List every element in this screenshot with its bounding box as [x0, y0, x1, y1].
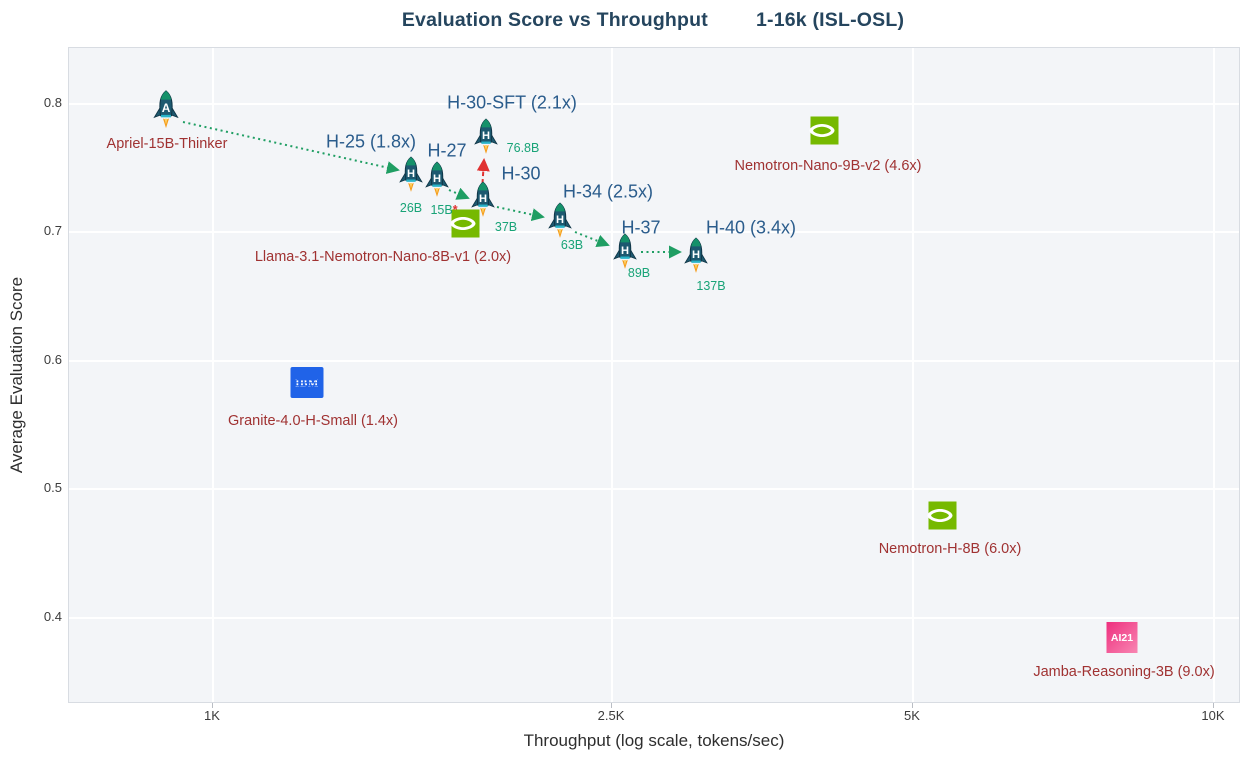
plot-area [68, 47, 1240, 703]
point-h34: H [546, 202, 575, 244]
param-size-label: 137B [696, 279, 726, 293]
x-gridline [1213, 48, 1215, 702]
model-name-label: Llama-3.1-Nemotron-Nano-8B-v1 (2.0x) [254, 249, 512, 265]
x-tick-mark [611, 703, 612, 708]
point-apriel: A [151, 90, 182, 135]
point-nano9b [807, 115, 840, 152]
point-h30sft: H [472, 118, 501, 160]
x-gridline [611, 48, 613, 702]
y-gridline [69, 617, 1239, 619]
rocket-icon: H [471, 181, 495, 217]
y-gridline [69, 488, 1239, 490]
rocket-icon: H [425, 161, 449, 197]
svg-text:H: H [433, 173, 441, 185]
y-tick-label: 0.7 [43, 223, 62, 238]
param-size-label: 89B [627, 266, 651, 280]
svg-text:H: H [482, 130, 490, 142]
point-granite: IBM [290, 367, 324, 403]
param-size-label: 37B [494, 220, 518, 234]
x-tick-label: 5K [904, 708, 920, 723]
param-size-label: 26B [399, 201, 423, 215]
trend-arrow [182, 121, 400, 174]
chart-title-range: 1-16k (ISL-OSL) [755, 9, 905, 31]
x-tick-label: 10K [1201, 708, 1225, 723]
x-gridline [212, 48, 214, 702]
x-tick-mark [212, 703, 213, 708]
model-name-label: Jamba-Reasoning-3B (9.0x) [1033, 664, 1215, 680]
y-tick-label: 0.5 [43, 480, 62, 495]
point-h30: H [469, 181, 498, 223]
model-name-label: H-30-SFT (2.1x) [447, 92, 577, 113]
chart-title-main: Evaluation Score vs Throughput [401, 9, 708, 31]
y-gridline [69, 231, 1239, 233]
point-h25: H [397, 156, 426, 198]
x-tick-mark [912, 703, 913, 708]
rocket-icon: H [613, 233, 637, 269]
nvidia-logo-icon [450, 209, 480, 238]
x-tick-mark [1213, 703, 1214, 708]
y-tick-label: 0.4 [43, 609, 62, 624]
ibm-logo-icon: IBM [290, 367, 324, 398]
x-axis-label: Throughput (log scale, tokens/sec) [523, 731, 785, 750]
footnote-star: * [452, 203, 458, 217]
trend-arrow [574, 231, 610, 247]
rocket-icon: H [474, 118, 498, 154]
trend-arrow [496, 206, 545, 222]
model-name-label: Nemotron-H-8B (6.0x) [878, 541, 1022, 557]
model-name-label: H-40 (3.4x) [705, 217, 797, 238]
y-tick-label: 0.6 [43, 352, 62, 367]
model-name-label: Nemotron-Nano-9B-v2 (4.6x) [734, 158, 922, 174]
model-name-label: H-37 [621, 217, 661, 238]
model-name-label: Granite-4.0-H-Small (1.4x) [227, 413, 399, 429]
svg-text:A: A [162, 101, 171, 115]
y-gridline [69, 103, 1239, 105]
rocket-icon: H [548, 202, 572, 238]
nvidia-logo-icon [927, 501, 957, 530]
point-h8b [925, 500, 958, 537]
svg-text:H: H [479, 193, 487, 205]
point-h40: H [682, 237, 711, 279]
point-jamba: AI21 [1106, 622, 1138, 658]
sft-uplift-arrow [476, 158, 490, 192]
svg-text:H: H [621, 245, 629, 257]
point-h37: H [611, 233, 640, 275]
nvidia-logo-icon [809, 116, 839, 145]
model-name-label: H-30 [501, 163, 541, 184]
param-size-label: 76.8B [506, 141, 540, 155]
rocket-icon: H [399, 156, 423, 192]
rocket-icon: H [684, 237, 708, 273]
svg-text:H: H [407, 168, 415, 180]
param-size-label: 63B [560, 238, 584, 252]
model-name-label: H-34 (2.5x) [562, 181, 654, 202]
chart-title: Evaluation Score vs Throughput 1-16k (IS… [402, 9, 904, 32]
point-llama [448, 208, 481, 245]
y-tick-label: 0.8 [43, 95, 62, 110]
y-gridline [69, 360, 1239, 362]
x-tick-label: 2.5K [597, 708, 625, 723]
param-size-label: 15B* [430, 203, 458, 217]
point-h27: H [423, 161, 452, 203]
model-name-label: H-27 [427, 140, 467, 161]
ai21-logo-icon: AI21 [1106, 622, 1138, 653]
model-name-label: H-25 (1.8x) [325, 131, 417, 152]
svg-text:H: H [692, 249, 700, 261]
svg-text:AI21: AI21 [1111, 632, 1133, 644]
rocket-icon: A [153, 90, 179, 129]
x-tick-label: 1K [204, 708, 220, 723]
svg-text:IBM: IBM [295, 378, 319, 390]
svg-text:H: H [556, 214, 564, 226]
model-name-label: Apriel-15B-Thinker [106, 136, 228, 152]
trend-arrow [448, 187, 470, 200]
x-gridline [912, 48, 914, 702]
